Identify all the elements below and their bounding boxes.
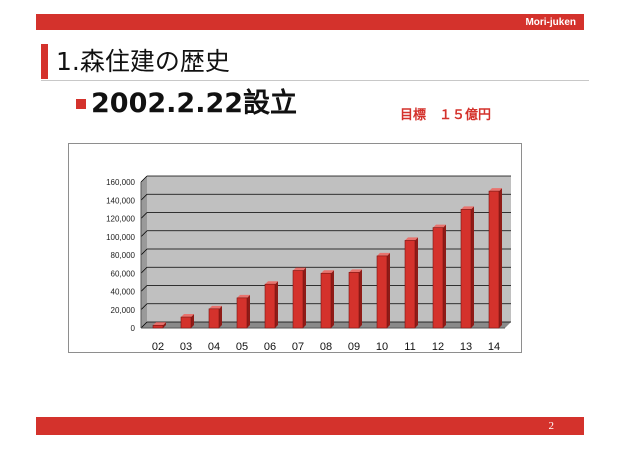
x-tick-label: 03 bbox=[180, 341, 192, 353]
bar bbox=[292, 270, 304, 329]
title-accent-bar bbox=[41, 44, 48, 79]
bar-top bbox=[181, 314, 194, 318]
x-tick-label: 04 bbox=[208, 341, 220, 353]
bar-top bbox=[265, 281, 278, 285]
y-tick-label: 120,000 bbox=[106, 215, 135, 224]
title-divider bbox=[41, 80, 589, 81]
bar bbox=[264, 283, 276, 329]
bar-top bbox=[377, 252, 390, 256]
bar bbox=[432, 227, 444, 329]
page-number: 2 bbox=[548, 420, 555, 432]
gridline-depth bbox=[140, 193, 148, 201]
slide-title: 1.森住建の歴史 bbox=[56, 47, 230, 76]
y-tick-label: 160,000 bbox=[106, 178, 135, 187]
bar-side bbox=[359, 269, 362, 328]
bar-side bbox=[415, 237, 418, 328]
y-tick-label: 0 bbox=[131, 324, 136, 333]
x-tick-label: 13 bbox=[460, 341, 472, 353]
gridline-depth bbox=[140, 175, 148, 183]
bar-top bbox=[293, 267, 306, 271]
y-tick-label: 100,000 bbox=[106, 233, 135, 242]
gridline-depth bbox=[140, 266, 148, 274]
x-tick-label: 14 bbox=[488, 341, 500, 353]
x-tick-label: 10 bbox=[376, 341, 388, 353]
bar-top bbox=[405, 237, 418, 241]
gridline-depth bbox=[140, 248, 148, 256]
sales-target-label: 目標 １５億円 bbox=[400, 108, 492, 123]
bar bbox=[460, 209, 472, 329]
gridline-depth bbox=[140, 212, 148, 219]
bar-side bbox=[275, 281, 278, 328]
y-tick-label: 20,000 bbox=[111, 306, 136, 315]
bar bbox=[180, 316, 192, 329]
bar-top bbox=[433, 224, 446, 228]
bar bbox=[152, 324, 164, 329]
y-tick-label: 80,000 bbox=[111, 251, 136, 260]
founding-date-headline: 2002.2.22設立 bbox=[91, 88, 298, 119]
bar-top bbox=[321, 270, 334, 274]
bullet-square-icon bbox=[76, 99, 86, 109]
bar-top bbox=[209, 305, 222, 309]
x-tick-label: 09 bbox=[348, 341, 360, 353]
bar-side bbox=[499, 188, 502, 328]
bar bbox=[208, 308, 220, 329]
bar-top bbox=[153, 322, 166, 326]
y-tick-label: 60,000 bbox=[111, 269, 136, 278]
gridline-depth bbox=[140, 321, 148, 329]
bar-side bbox=[163, 322, 166, 328]
gridline-depth bbox=[140, 230, 148, 238]
x-tick-label: 05 bbox=[236, 341, 248, 353]
bar-side bbox=[331, 270, 334, 328]
x-tick-label: 02 bbox=[152, 341, 164, 353]
x-tick-label: 08 bbox=[320, 341, 332, 353]
y-tick-label: 140,000 bbox=[106, 196, 135, 205]
bar-chart: 0 20,000 40,000 60,000 80,000 100,000 120,000 1… bbox=[68, 143, 522, 353]
x-tick-label: 07 bbox=[292, 341, 304, 353]
chart-canvas: 0 20,000 40,000 60,000 80,000 100,000 120,000 1… bbox=[106, 175, 511, 353]
bar bbox=[404, 240, 416, 329]
bar-side bbox=[191, 314, 194, 328]
brand-label: Mori-juken bbox=[525, 16, 576, 28]
bar-side bbox=[471, 206, 474, 328]
bar-side bbox=[443, 224, 446, 328]
gridline-depth bbox=[140, 303, 148, 311]
bar bbox=[488, 190, 500, 329]
bar-top bbox=[489, 188, 502, 192]
bar-side bbox=[247, 294, 250, 328]
x-tick-label: 11 bbox=[404, 341, 415, 353]
bar-top bbox=[237, 294, 250, 298]
bar bbox=[348, 272, 360, 329]
bar bbox=[376, 255, 388, 329]
bar-side bbox=[387, 252, 390, 328]
x-tick-label: 06 bbox=[264, 341, 276, 353]
bar-top bbox=[349, 269, 362, 273]
x-tick-label: 12 bbox=[432, 341, 444, 353]
y-tick-label: 40,000 bbox=[111, 288, 136, 297]
bar-side bbox=[303, 267, 306, 328]
footer-banner: 2 bbox=[36, 417, 584, 435]
gridline-depth bbox=[140, 285, 148, 292]
bar-side bbox=[219, 305, 222, 328]
top-banner: Mori-juken bbox=[36, 14, 584, 30]
bar bbox=[320, 272, 332, 329]
bar-top bbox=[461, 206, 474, 210]
bar bbox=[236, 297, 248, 329]
